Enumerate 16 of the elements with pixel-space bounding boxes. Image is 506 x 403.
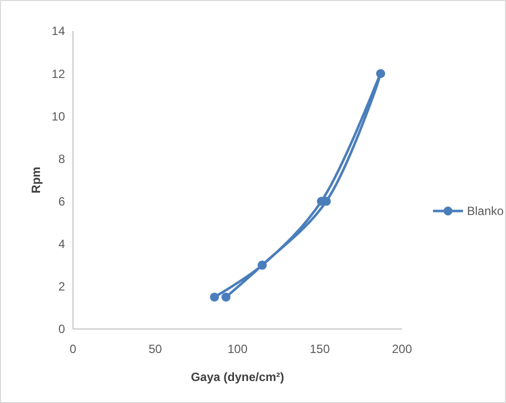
legend-label: Blanko: [467, 204, 504, 218]
y-tick-label: 14: [52, 24, 66, 38]
x-tick-label: 200: [392, 342, 412, 356]
x-axis-title: Gaya (dyne/cm²): [190, 370, 284, 384]
y-tick-label: 10: [52, 109, 66, 124]
y-tick-label: 6: [58, 194, 66, 208]
y-tick-label: 4: [58, 237, 66, 252]
x-tick-label: 50: [148, 342, 162, 356]
y-tick-label: 12: [52, 66, 66, 81]
y-tick-label: 8: [58, 152, 66, 166]
y-axis-title: Rpm: [29, 166, 43, 194]
x-tick-label: 0: [70, 342, 77, 356]
y-tick-label: 0: [58, 322, 66, 336]
x-tick-label: 100: [227, 342, 248, 356]
x-tick-label: 150: [310, 342, 330, 356]
y-tick-label: 2: [58, 280, 66, 294]
